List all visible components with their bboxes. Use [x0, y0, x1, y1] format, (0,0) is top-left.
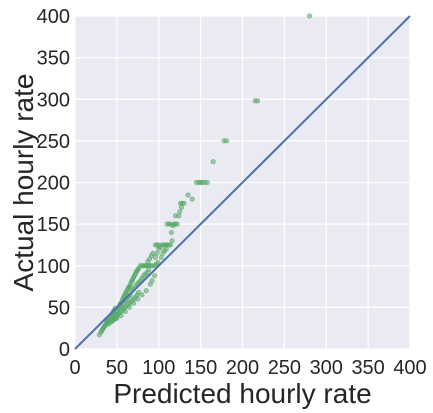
data-point: [224, 138, 230, 144]
data-point: [152, 273, 158, 279]
data-point: [158, 254, 164, 260]
x-tick-label: 200: [226, 357, 259, 379]
x-tick-label: 300: [310, 357, 343, 379]
data-point: [163, 246, 169, 252]
data-point: [306, 13, 312, 19]
data-point: [139, 292, 145, 298]
data-point: [146, 267, 152, 273]
data-point: [168, 229, 174, 235]
data-point: [174, 221, 180, 227]
y-tick-label: 300: [37, 89, 70, 111]
data-point: [152, 254, 158, 260]
data-point: [118, 313, 124, 319]
data-point: [185, 192, 191, 198]
data-point: [210, 159, 216, 165]
y-tick-label: 400: [37, 6, 70, 28]
y-tick-label: 150: [37, 214, 70, 236]
data-point: [143, 263, 149, 269]
x-tick-label: 150: [184, 357, 217, 379]
x-tick-label: 50: [106, 357, 128, 379]
y-tick-label: 0: [59, 339, 70, 361]
data-point: [255, 98, 261, 104]
data-point: [150, 250, 156, 256]
x-tick-labels: 0 50 100 150 200 250 300 350 400: [69, 357, 426, 379]
data-point: [149, 278, 155, 284]
y-tick-labels: 0 50 100 150 200 250 300 350 400: [37, 6, 70, 361]
y-tick-label: 200: [37, 173, 70, 195]
x-tick-label: 400: [393, 357, 426, 379]
x-tick-label: 350: [351, 357, 384, 379]
x-tick-label: 0: [69, 357, 80, 379]
x-tick-label: 250: [268, 357, 301, 379]
data-point: [155, 259, 161, 265]
y-tick-label: 50: [48, 297, 70, 319]
data-point: [167, 242, 173, 248]
data-point: [181, 200, 187, 206]
data-point: [204, 180, 210, 186]
data-point: [176, 213, 182, 219]
data-point: [177, 209, 183, 215]
data-point: [169, 238, 175, 244]
x-tick-label: 100: [142, 357, 175, 379]
data-point: [135, 296, 141, 302]
y-axis-label: Actual hourly rate: [8, 74, 39, 292]
y-tick-label: 100: [37, 256, 70, 278]
y-tick-label: 350: [37, 48, 70, 70]
reference-line: [74, 15, 411, 350]
y-tick-label: 250: [37, 131, 70, 153]
data-point: [136, 289, 142, 295]
data-point: [189, 196, 195, 202]
x-axis-label: Predicted hourly rate: [113, 378, 371, 409]
data-point: [131, 300, 137, 306]
data-points: [96, 13, 312, 338]
data-point: [178, 204, 184, 210]
data-point: [122, 309, 128, 315]
data-point: [126, 304, 132, 310]
data-point: [143, 288, 149, 294]
data-point: [114, 315, 120, 321]
data-point: [154, 250, 160, 256]
data-point: [152, 242, 158, 248]
